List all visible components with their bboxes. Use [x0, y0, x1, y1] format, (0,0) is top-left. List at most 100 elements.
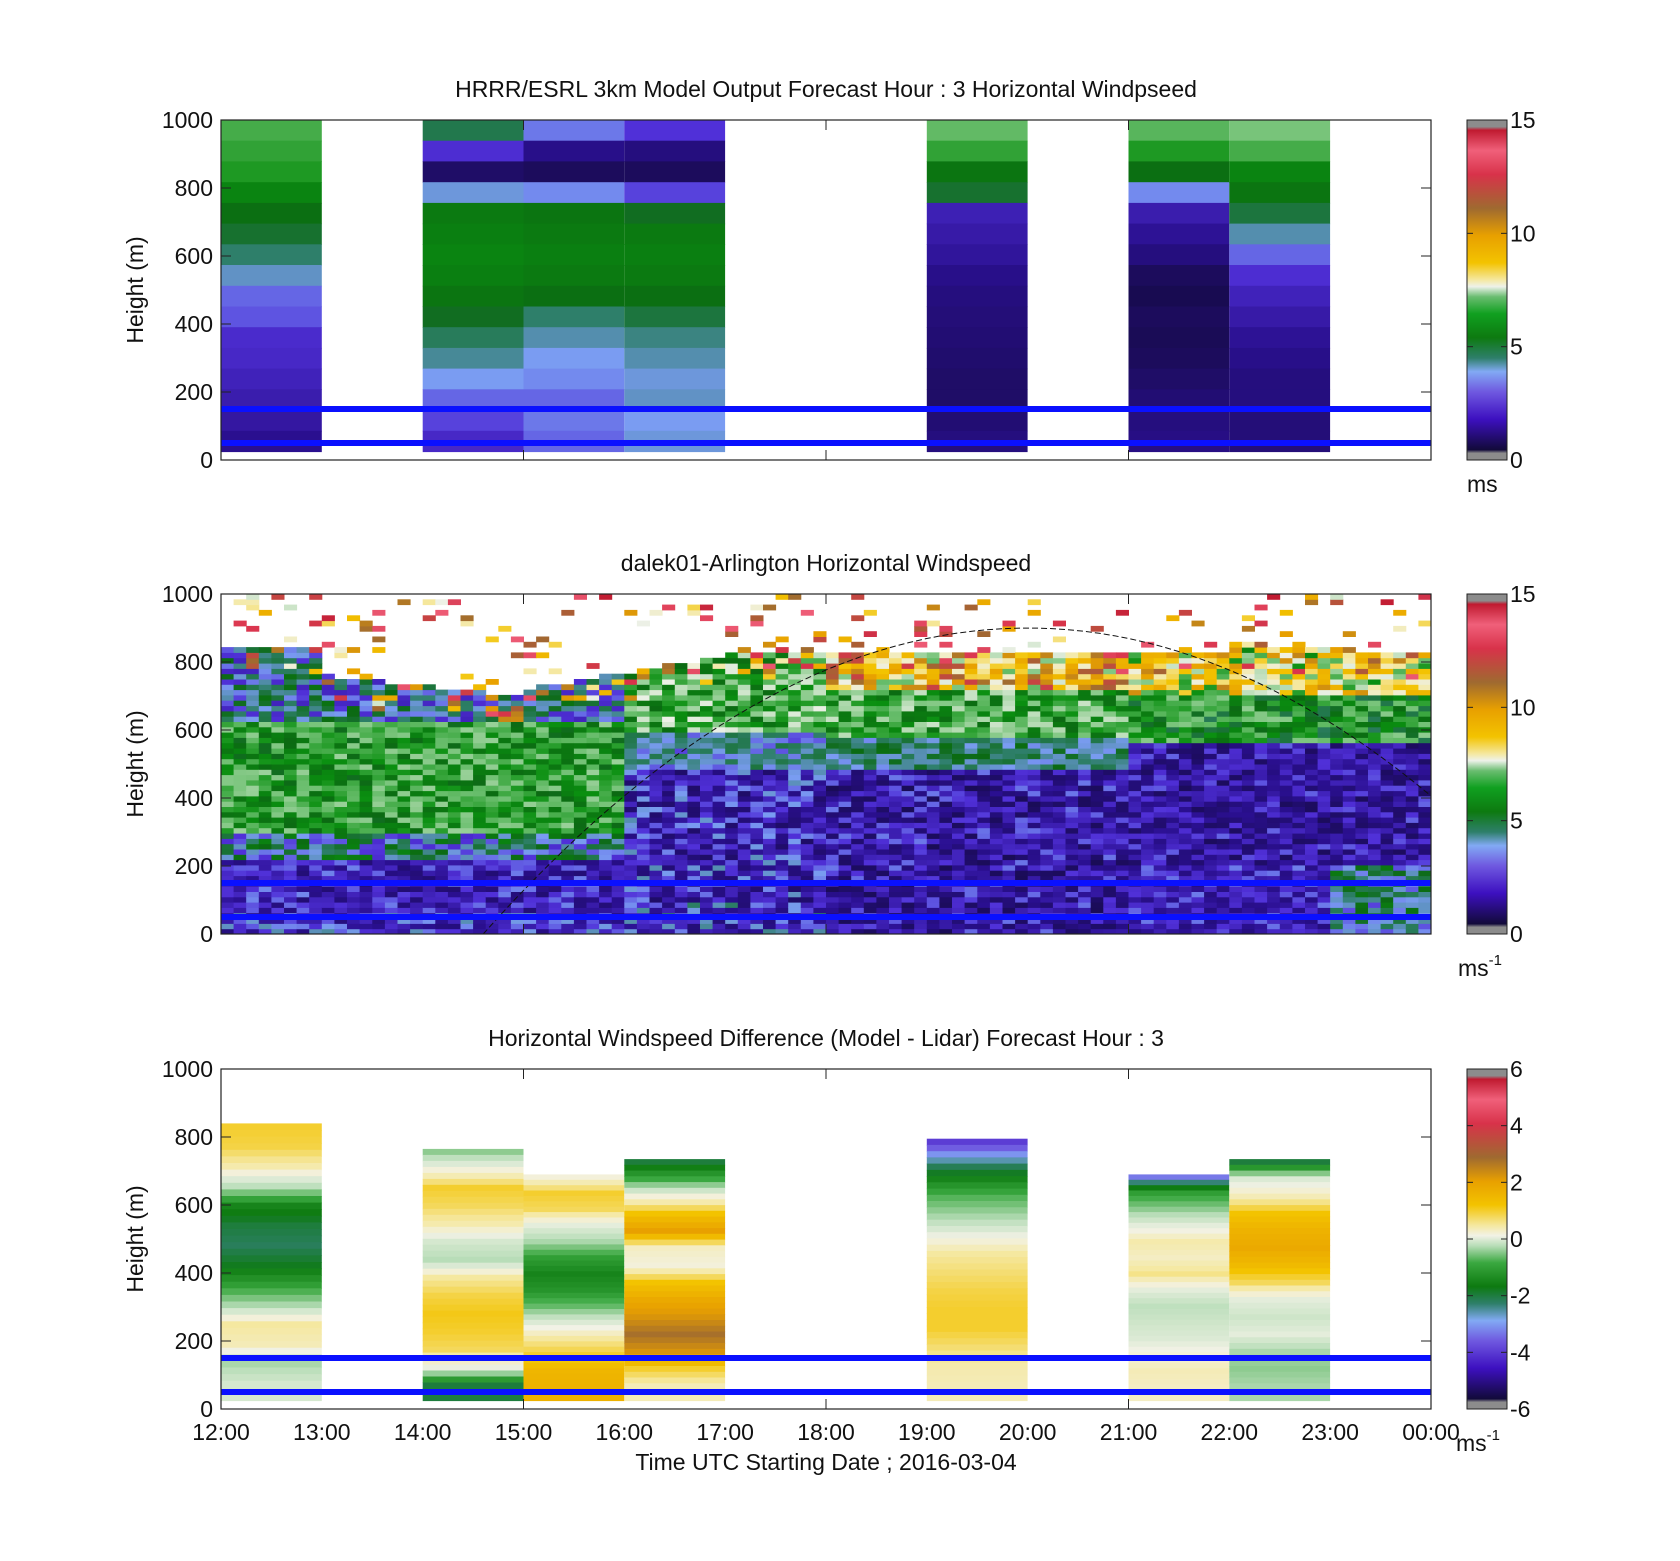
heatmap-cell	[473, 875, 487, 882]
heatmap-cell	[800, 886, 814, 892]
heatmap-cell	[611, 864, 625, 871]
heatmap-cell	[1078, 902, 1092, 908]
heatmap-cell	[662, 668, 676, 675]
heatmap-cell	[586, 716, 600, 722]
heatmap-cell	[1204, 875, 1218, 882]
heatmap-cell	[952, 790, 966, 797]
heatmap-cell	[498, 758, 512, 765]
heatmap-cell	[1178, 886, 1192, 892]
heatmap-cell	[498, 795, 512, 802]
heatmap-cell	[1317, 923, 1331, 930]
heatmap-cell	[674, 721, 688, 728]
heatmap-cell	[586, 721, 600, 728]
heatmap-cell	[1204, 886, 1218, 892]
heatmap-cell	[573, 742, 587, 749]
heatmap-cell	[1040, 886, 1054, 892]
heatmap-cell	[813, 769, 827, 776]
heatmap-cell	[989, 742, 1003, 749]
heatmap-cell	[561, 859, 575, 866]
heatmap-cell	[737, 684, 751, 691]
heatmap-cell	[599, 891, 613, 898]
heatmap-cell	[1342, 689, 1356, 696]
heatmap-cell	[284, 870, 298, 877]
heatmap-cell	[964, 928, 978, 934]
heatmap-cell	[1342, 764, 1356, 770]
heatmap-cell	[624, 790, 638, 797]
heatmap-cell	[624, 758, 638, 765]
heatmap-cell	[889, 928, 903, 934]
heatmap-cell	[838, 663, 852, 669]
heatmap-cell	[372, 679, 386, 685]
heatmap-cell	[296, 843, 310, 850]
heatmap-cell	[296, 710, 310, 717]
heatmap-cell	[788, 689, 802, 696]
heatmap-cell	[359, 790, 373, 797]
heatmap-cell	[611, 923, 625, 930]
heatmap-cell	[536, 875, 550, 882]
heatmap-cell	[1191, 870, 1205, 877]
heatmap-cell	[1115, 705, 1129, 712]
heatmap-cell	[498, 854, 512, 861]
heatmap-cell	[1204, 753, 1218, 760]
heatmap-cell	[1128, 202, 1230, 225]
heatmap-cell	[1090, 779, 1104, 786]
heatmap-cell	[1216, 742, 1230, 749]
heatmap-cell	[1065, 748, 1079, 754]
heatmap-cell	[1065, 923, 1079, 930]
heatmap-cell	[221, 306, 322, 328]
heatmap-cell	[510, 801, 524, 807]
heatmap-cell	[246, 710, 260, 717]
heatmap-cell	[914, 811, 928, 818]
heatmap-cell	[233, 705, 247, 712]
heatmap-cell	[548, 822, 562, 829]
heatmap-cell	[763, 875, 777, 882]
heatmap-cell	[523, 864, 537, 871]
heatmap-cell	[422, 705, 436, 712]
heatmap-cell	[384, 748, 398, 754]
heatmap-cell	[1241, 833, 1255, 839]
heatmap-cell	[573, 801, 587, 807]
heatmap-cell	[800, 817, 814, 823]
heatmap-cell	[901, 870, 915, 877]
heatmap-cell	[725, 657, 739, 664]
heatmap-cell	[687, 843, 701, 850]
heatmap-cell	[939, 833, 953, 839]
heatmap-cell	[397, 721, 411, 728]
heatmap-cell	[649, 609, 663, 616]
heatmap-cell	[1078, 886, 1092, 892]
heatmap-cell	[636, 700, 650, 707]
heatmap-cell	[889, 817, 903, 823]
heatmap-cell	[926, 907, 940, 914]
heatmap-cell	[1052, 864, 1066, 871]
heatmap-cell	[889, 806, 903, 813]
heatmap-cell	[435, 923, 449, 930]
heatmap-cell	[1216, 710, 1230, 717]
heatmap-cell	[599, 864, 613, 871]
heatmap-cell	[1241, 811, 1255, 818]
heatmap-cell	[914, 817, 928, 823]
heatmap-cell	[1229, 347, 1331, 370]
heatmap-cell	[750, 764, 764, 770]
heatmap-cell	[498, 716, 512, 722]
heatmap-cell	[826, 663, 840, 669]
heatmap-cell	[422, 368, 524, 390]
heatmap-cell	[510, 806, 524, 813]
heatmap-cell	[1330, 673, 1344, 680]
heatmap-cell	[775, 928, 789, 934]
heatmap-cell	[233, 928, 247, 934]
heatmap-cell	[435, 599, 449, 606]
heatmap-cell	[1305, 870, 1319, 877]
heatmap-cell	[624, 716, 638, 722]
heatmap-cell	[1040, 748, 1054, 754]
heatmap-cell	[1342, 732, 1356, 738]
heatmap-cell	[964, 684, 978, 691]
heatmap-cell	[1229, 790, 1243, 797]
heatmap-cell	[914, 721, 928, 728]
heatmap-cell	[725, 684, 739, 691]
heatmap-cell	[725, 769, 739, 776]
heatmap-cell	[914, 833, 928, 839]
heatmap-cell	[372, 923, 386, 930]
heatmap-cell	[737, 673, 751, 680]
heatmap-cell	[1355, 859, 1369, 866]
heatmap-cell	[1267, 679, 1281, 685]
